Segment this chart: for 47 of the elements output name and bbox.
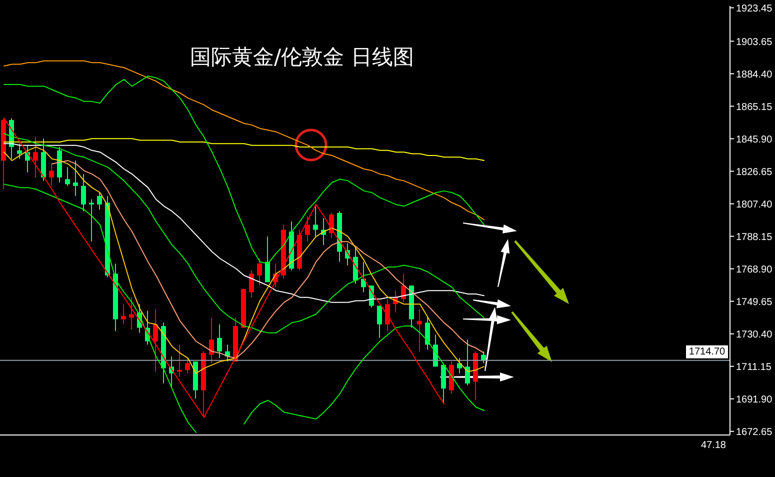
y-tick-label: 1903.65 [736, 36, 773, 48]
candlestick [97, 192, 102, 210]
candlestick [17, 143, 22, 160]
y-tick-label: 1672.65 [736, 426, 773, 438]
candlestick [305, 216, 310, 242]
candlestick [481, 350, 486, 364]
text: 国际黄金/伦敦金 日线图 [190, 44, 414, 70]
y-tick-label: 1691.90 [736, 394, 773, 406]
candlestick [313, 204, 318, 238]
candlestick [217, 324, 222, 359]
candlestick [185, 358, 190, 374]
candlestick [33, 136, 38, 178]
text: 47.18 [700, 440, 726, 452]
y-tick-label: 1845.90 [736, 134, 773, 146]
y-tick-label: 1788.15 [736, 232, 773, 243]
candlestick [385, 298, 390, 332]
y-tick-label: 1923.45 [736, 3, 773, 14]
candlestick [129, 296, 134, 330]
ref-line-label: 1714.70 [688, 346, 726, 358]
candlestick [457, 358, 462, 374]
y-tick-label: 1807.40 [736, 199, 773, 210]
candlestick [425, 315, 430, 350]
y-tick-label: 1711.15 [736, 362, 772, 373]
candlestick [209, 317, 214, 364]
candlestick [441, 362, 446, 404]
line-series [4, 133, 484, 334]
candlestick [121, 304, 126, 325]
line-series [4, 143, 484, 303]
line-series [4, 138, 484, 162]
candlestick [153, 308, 158, 372]
candlestick [257, 258, 262, 286]
candlestick [465, 339, 470, 386]
candlestick [49, 163, 54, 186]
y-tick-label: 1865.15 [736, 102, 773, 113]
candlestick [377, 305, 382, 338]
y-tick-label: 1826.65 [736, 166, 773, 178]
candlestick [265, 236, 270, 283]
y-tick-label: 1730.40 [736, 329, 773, 340]
candlestick [65, 166, 70, 186]
candlestick [81, 174, 86, 212]
candlestick [417, 308, 422, 352]
y-tick-label: 1749.65 [736, 296, 773, 308]
y-tick-label: 1768.90 [736, 264, 773, 276]
candlestick [73, 160, 78, 197]
candlestick [249, 270, 254, 298]
y-tick-label: 1884.40 [736, 69, 773, 80]
line-series [52, 160, 484, 359]
